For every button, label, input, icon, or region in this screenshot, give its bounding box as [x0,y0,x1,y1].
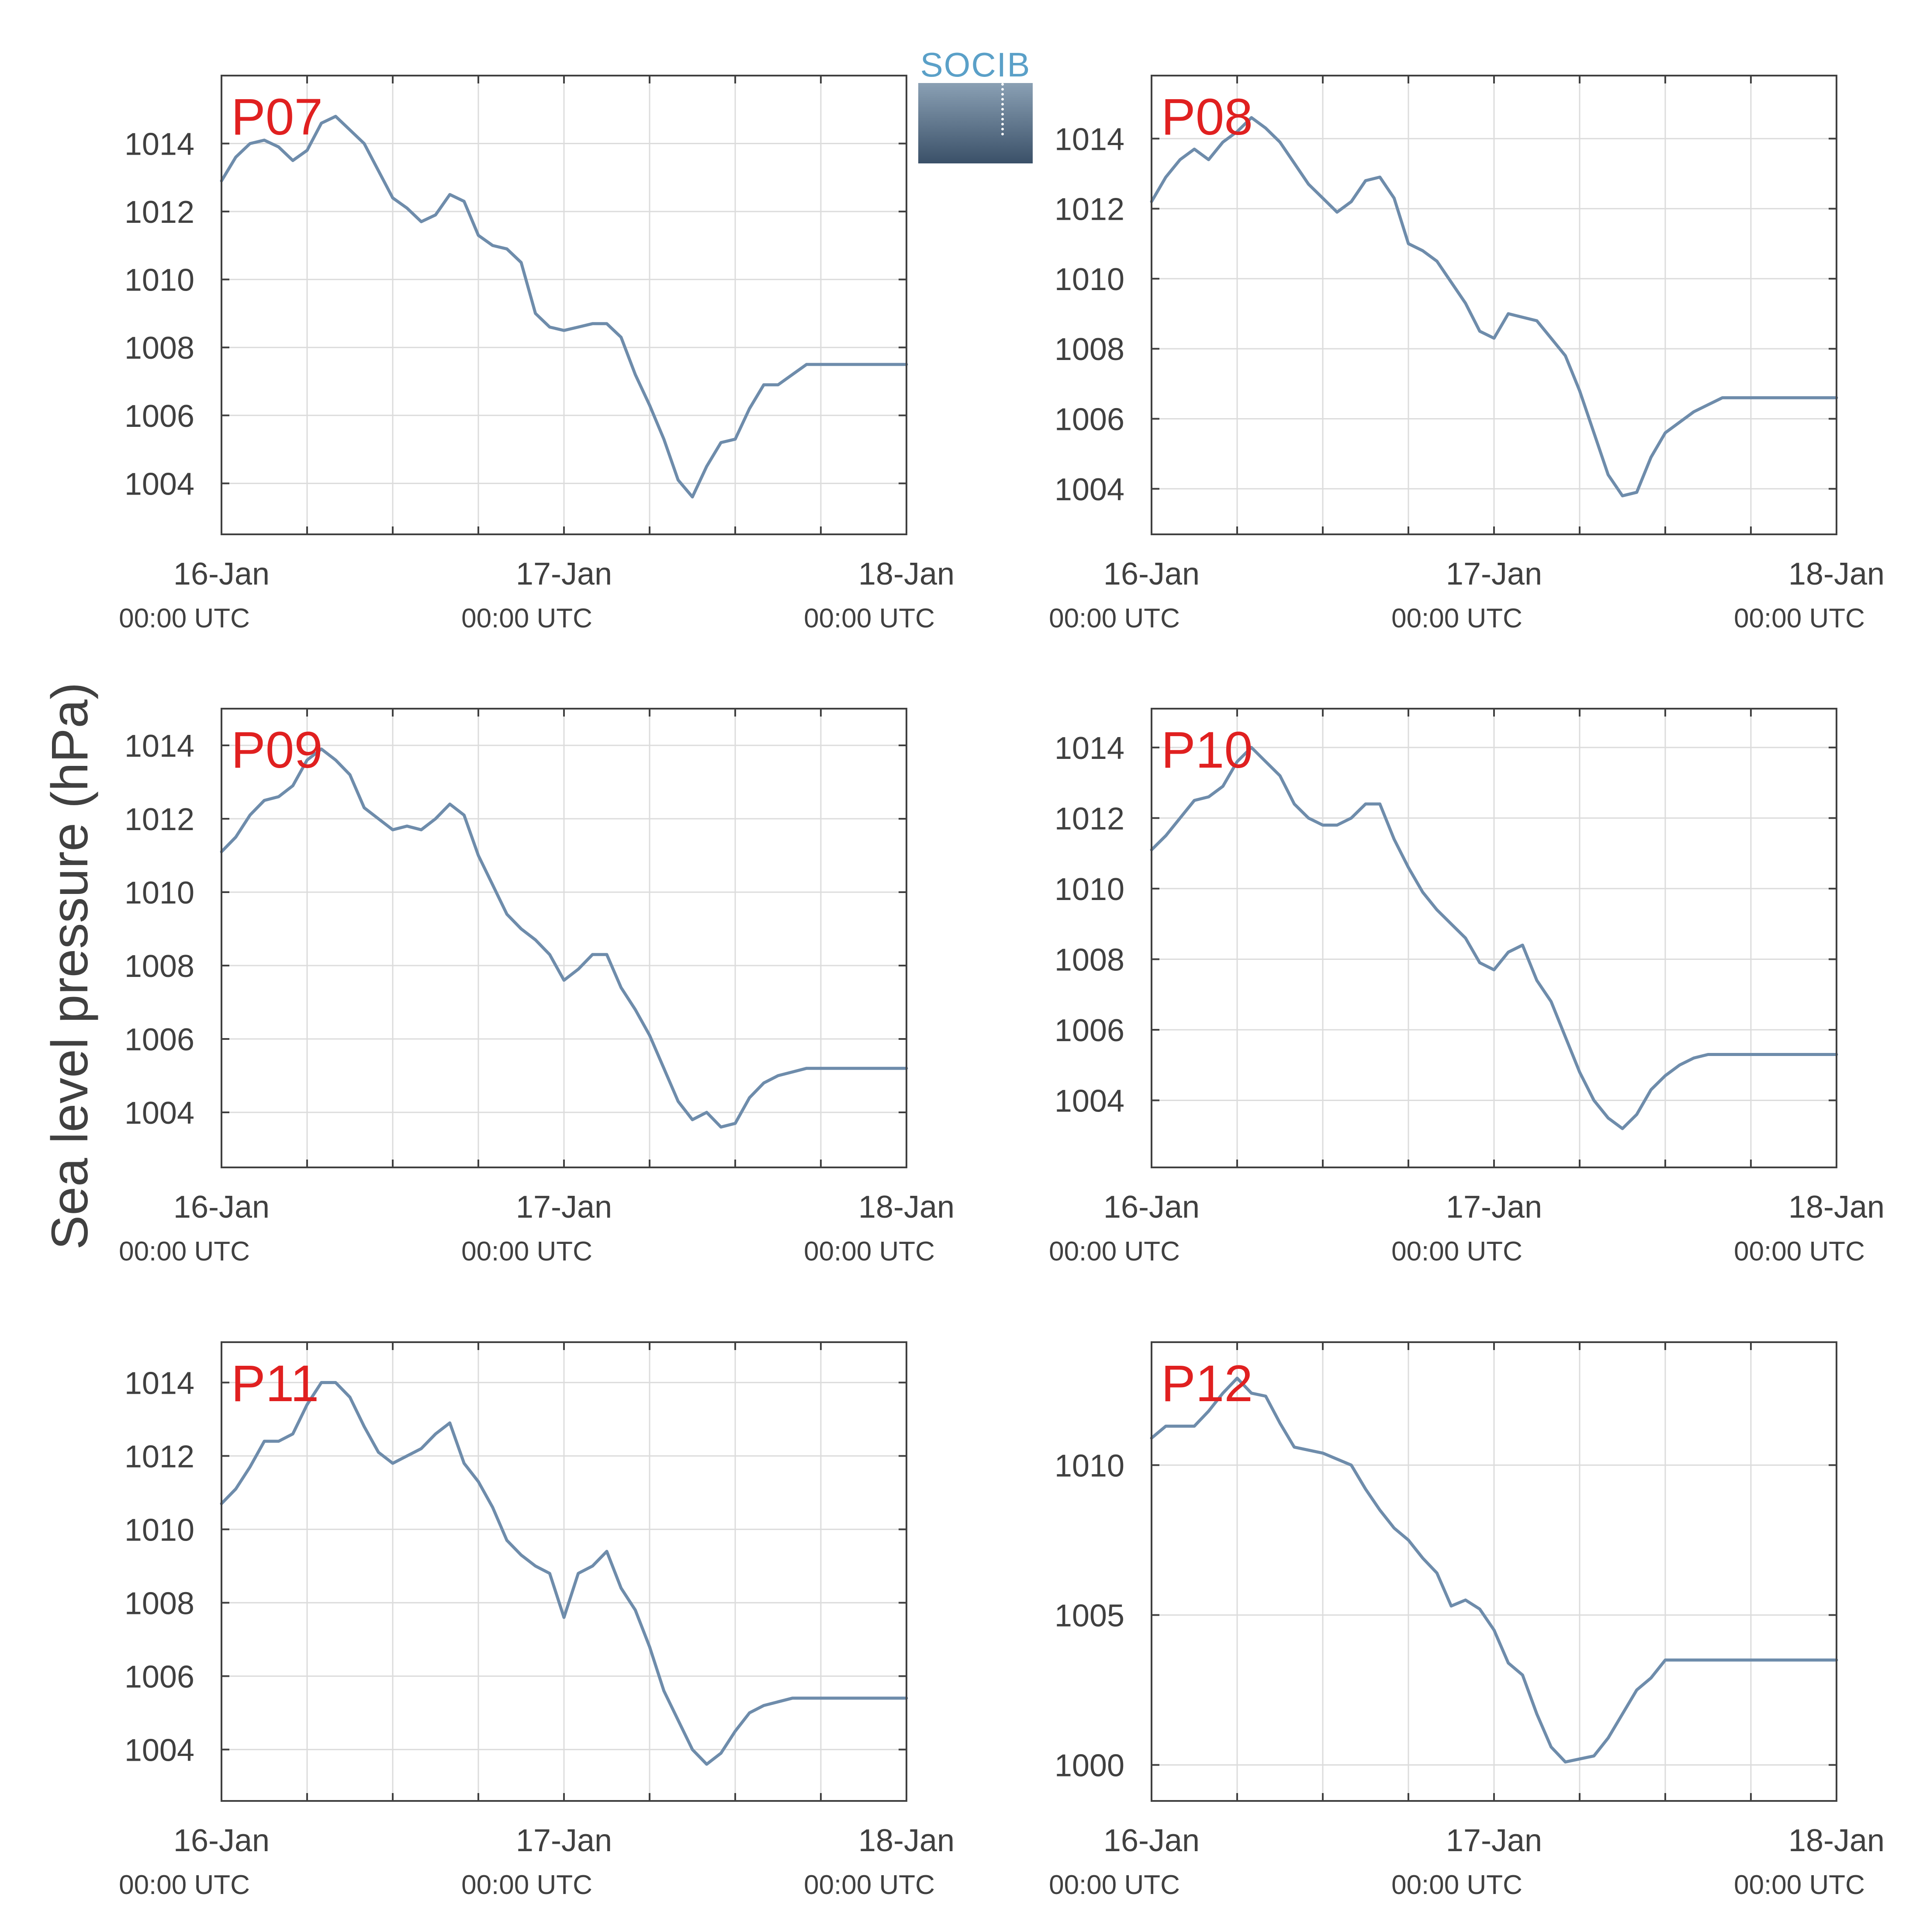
x-tick-time: 00:00 UTC [1391,603,1522,634]
x-tick-time: 00:00 UTC [119,1870,250,1900]
x-tick-time: 00:00 UTC [461,1870,592,1900]
y-tick-label: 1010 [1055,1448,1124,1483]
x-tick-time: 00:00 UTC [1391,1236,1522,1267]
y-tick-label: 1008 [125,949,194,984]
y-tick-label: 1006 [125,1022,194,1057]
y-tick-label: 1008 [1055,332,1124,367]
x-tick-time: 00:00 UTC [1391,1870,1522,1900]
y-tick-label: 1010 [1055,872,1124,907]
x-tick-date: 16-Jan [1103,1823,1200,1858]
x-tick-date: 18-Jan [858,1190,955,1225]
panel-p08: 1004 1006 1008 1010 1012 1014 16-Jan 00:00 UTC 1… [1049,75,1885,634]
y-tick-label: 1006 [125,399,194,434]
logo-mark [918,83,1033,163]
x-tick-time: 00:00 UTC [1049,1870,1180,1900]
x-tick-time: 00:00 UTC [1049,1236,1180,1267]
y-tick-label: 1006 [1055,402,1124,437]
y-tick-label: 1012 [1055,801,1124,836]
x-tick-date: 16-Jan [1103,1190,1200,1225]
x-tick-time: 00:00 UTC [461,603,592,634]
panel-label: P11 [231,1355,319,1413]
y-tick-label: 1010 [125,1513,194,1548]
x-tick-date: 16-Jan [173,557,270,592]
x-tick-date: 17-Jan [1446,557,1542,592]
panel-label: P09 [231,721,323,779]
panel-label: P07 [231,88,323,146]
logo-text: SOCIB [920,45,1031,84]
x-tick-time: 00:00 UTC [1734,1870,1865,1900]
y-tick-label: 1000 [1055,1748,1124,1783]
y-tick-label: 1005 [1055,1599,1124,1634]
series-line-p09 [220,747,908,1129]
x-tick-time: 00:00 UTC [804,603,935,634]
x-tick-date: 16-Jan [173,1823,270,1858]
x-tick-time: 00:00 UTC [1734,1236,1865,1267]
y-tick-label: 1014 [125,127,194,162]
y-tick-label: 1004 [125,1733,194,1768]
y-tick-label: 1012 [125,802,194,837]
y-tick-label: 1012 [1055,192,1124,227]
logo-drip [1001,83,1006,135]
y-tick-label: 1008 [125,331,194,366]
series-line-p11 [220,1381,908,1766]
panel-label: P12 [1161,1355,1253,1413]
x-tick-date: 18-Jan [1788,557,1885,592]
y-tick-label: 1010 [125,263,194,298]
x-tick-time: 00:00 UTC [1049,603,1180,634]
y-tick-label: 1014 [125,1366,194,1401]
y-tick-label: 1004 [125,1096,194,1131]
series-line-p08 [1150,116,1838,498]
x-tick-date: 18-Jan [1788,1190,1885,1225]
panel-p12: 1000 1005 1010 16-Jan 00:00 UTC 17-Jan 00:00 U… [1049,1341,1885,1900]
x-tick-date: 17-Jan [1446,1823,1542,1858]
panel-p09: 1004 1006 1008 1010 1012 1014 16-Jan 00:00 UTC 1… [119,708,955,1267]
y-axis-label: Sea level pressure (hPa) [41,682,99,1250]
socib-logo: SOCIB [918,47,1033,163]
series-line-p12 [1150,1376,1838,1764]
x-tick-time: 00:00 UTC [1734,603,1865,634]
y-tick-label: 1014 [1055,122,1124,157]
x-tick-date: 18-Jan [858,1823,955,1858]
x-tick-date: 18-Jan [1788,1823,1885,1858]
x-tick-date: 16-Jan [1103,557,1200,592]
y-tick-label: 1006 [1055,1013,1124,1048]
series-line-p07 [220,114,908,499]
x-tick-time: 00:00 UTC [119,603,250,634]
y-tick-label: 1010 [125,876,194,911]
panel-label: P10 [1161,721,1253,779]
x-tick-date: 17-Jan [516,1823,612,1858]
x-tick-date: 18-Jan [858,557,955,592]
x-tick-date: 17-Jan [516,557,612,592]
y-tick-label: 1014 [1055,731,1124,766]
x-tick-date: 17-Jan [1446,1190,1542,1225]
panel-p11: 1004 1006 1008 1010 1012 1014 16-Jan 00:00 UTC 1… [119,1341,955,1900]
panel-p10: 1004 1006 1008 1010 1012 1014 16-Jan 00:00 UTC 1… [1049,708,1885,1267]
x-tick-time: 00:00 UTC [804,1236,935,1267]
y-tick-label: 1012 [125,1439,194,1474]
y-tick-label: 1008 [1055,942,1124,977]
series-line-p10 [1150,746,1838,1130]
y-tick-label: 1006 [125,1659,194,1694]
y-tick-label: 1008 [125,1586,194,1621]
y-tick-label: 1012 [125,195,194,230]
y-tick-label: 1004 [1055,1084,1124,1119]
y-tick-label: 1014 [125,729,194,764]
y-tick-label: 1010 [1055,262,1124,297]
panel-p07: 1004 1006 1008 1010 1012 1014 16-Jan 00:00 UTC 1… [119,75,955,634]
x-tick-time: 00:00 UTC [461,1236,592,1267]
y-tick-label: 1004 [125,467,194,502]
x-tick-time: 00:00 UTC [119,1236,250,1267]
x-tick-time: 00:00 UTC [804,1870,935,1900]
y-tick-label: 1004 [1055,472,1124,507]
panel-label: P08 [1161,88,1253,146]
x-tick-date: 17-Jan [516,1190,612,1225]
x-tick-date: 16-Jan [173,1190,270,1225]
